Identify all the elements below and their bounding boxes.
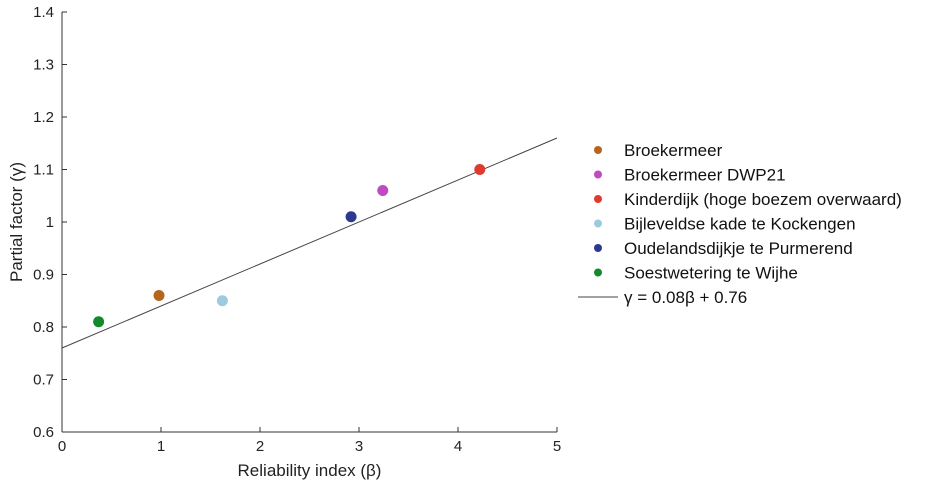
data-point bbox=[345, 211, 357, 223]
x-tick-label: 2 bbox=[256, 438, 264, 455]
legend-marker bbox=[594, 219, 602, 228]
y-axis-title: Partial factor (γ) bbox=[7, 162, 26, 282]
axis-ticks: 0 1 2 3 4 5 0.6 0.7 0.8 0.9 1 1.1 1.2 1.3 1.4 bbox=[33, 4, 561, 455]
plot-area: 0 1 2 3 4 5 0.6 0.7 0.8 0.9 1 1.1 1.2 1.3 1.4 bbox=[33, 4, 561, 455]
legend-marker bbox=[594, 195, 602, 203]
legend-entry: Kinderdijk (hoge boezem overwaard) bbox=[624, 190, 902, 209]
y-tick-label: 0.9 bbox=[33, 267, 54, 284]
legend-marker bbox=[594, 146, 602, 154]
y-tick-label: 0.6 bbox=[33, 424, 54, 441]
y-tick-label: 1.1 bbox=[33, 162, 54, 179]
x-tick-label: 5 bbox=[553, 438, 561, 455]
data-point bbox=[377, 185, 389, 196]
y-tick-label: 0.7 bbox=[33, 372, 54, 389]
y-tick-label: 1 bbox=[46, 214, 54, 231]
y-tick-label: 1.3 bbox=[33, 57, 54, 74]
x-tick-label: 4 bbox=[454, 438, 462, 455]
data-point bbox=[474, 164, 486, 175]
x-tick-label: 1 bbox=[157, 438, 165, 455]
legend-entry: Oudelandsdijkje te Purmerend bbox=[624, 239, 853, 258]
fit-line bbox=[61, 137, 558, 349]
data-point bbox=[153, 290, 165, 301]
x-tick-label: 3 bbox=[355, 438, 363, 455]
legend-entry-fit: γ = 0.08β + 0.76 bbox=[624, 288, 747, 307]
legend-entry: Soestwetering te Wijhe bbox=[624, 264, 798, 283]
legend-marker bbox=[594, 268, 602, 277]
legend-entry: Broekermeer bbox=[624, 141, 723, 160]
y-tick-label: 1.4 bbox=[33, 4, 54, 21]
data-point bbox=[93, 316, 105, 328]
x-axis-title: Reliability index (β) bbox=[238, 461, 382, 480]
legend-entry: Broekermeer DWP21 bbox=[624, 166, 786, 185]
legend-marker bbox=[594, 244, 602, 252]
legend-entry: Bijleveldse kade te Kockengen bbox=[624, 215, 856, 234]
data-point bbox=[216, 295, 228, 307]
x-tick-label: 0 bbox=[58, 438, 66, 455]
legend: Broekermeer Broekermeer DWP21 Kinderdijk (… bbox=[578, 141, 902, 307]
y-tick-label: 0.8 bbox=[33, 319, 54, 336]
y-tick-label: 1.2 bbox=[33, 109, 54, 126]
legend-marker bbox=[594, 170, 602, 179]
data-points bbox=[93, 164, 486, 328]
